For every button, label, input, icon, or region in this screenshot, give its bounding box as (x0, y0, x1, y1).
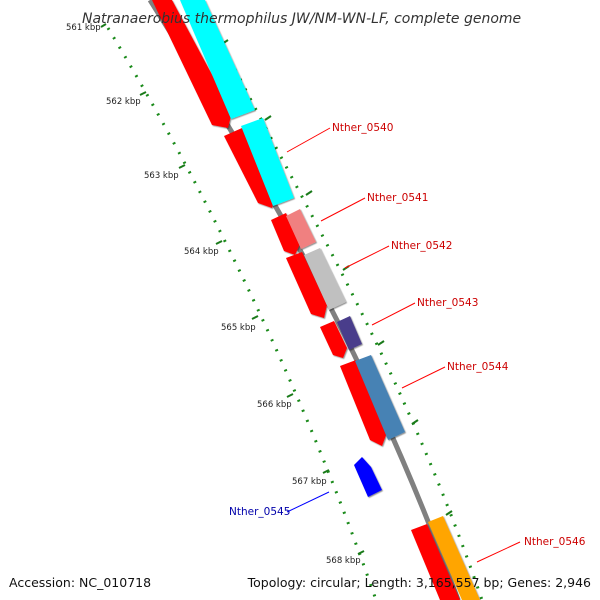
leader-nther-0544 (401, 366, 446, 389)
ruler-tick (322, 469, 330, 474)
tick-label: 568 kbp (326, 556, 361, 566)
outer-tick (445, 510, 453, 516)
ruler-tick (357, 550, 365, 555)
gene-feature-nther-0540[interactable] (241, 118, 294, 206)
ruler-tick (100, 23, 107, 28)
gene-label-nther-0543[interactable]: Nther_0543 (417, 297, 478, 309)
gene-label-nther-0541[interactable]: Nther_0541 (367, 192, 428, 204)
tick-label: 567 kbp (292, 477, 327, 487)
cds-feature[interactable] (224, 128, 276, 208)
gene-label-nther-0545[interactable]: Nther_0545 (229, 506, 290, 518)
ruler-tick (139, 91, 147, 96)
map-title: Natranaerobius thermophilus JW/NM-WN-LF,… (82, 11, 521, 27)
cds-feature[interactable] (340, 360, 388, 446)
leader-nther-0546 (476, 541, 521, 563)
outer-tick (305, 190, 313, 196)
ruler-tick (215, 240, 223, 245)
gene-label-nther-0542[interactable]: Nther_0542 (391, 240, 452, 252)
cds-feature[interactable] (411, 524, 460, 600)
gene-feature-nther-0541[interactable] (286, 209, 316, 249)
leader-nther-0542 (344, 245, 390, 269)
gene-feature-nther-0540[interactable] (180, 0, 255, 119)
leader-nther-0545 (286, 491, 330, 513)
leader-nther-0541 (320, 197, 366, 222)
tick-label: 566 kbp (257, 400, 292, 410)
tick-label: 565 kbp (221, 323, 256, 333)
ruler-tick (178, 164, 186, 169)
tick-label: 564 kbp (184, 247, 219, 257)
gene-label-nther-0544[interactable]: Nther_0544 (447, 361, 509, 373)
tick-label: 562 kbp (106, 97, 141, 107)
gene-feature-nther-0542[interactable] (304, 248, 346, 310)
leader-nther-0540 (286, 127, 331, 153)
gene-feature-nther-0545[interactable] (354, 457, 382, 497)
outer-ticks (221, 39, 453, 516)
tick-label: 561 kbp (66, 23, 101, 33)
leader-nther-0543 (371, 302, 416, 326)
cds-feature[interactable] (286, 252, 327, 318)
gene-feature-nther-0546[interactable] (428, 516, 480, 600)
gene-track (180, 0, 480, 600)
tick-label: 563 kbp (144, 171, 179, 181)
gene-label-nther-0540[interactable]: Nther_0540 (332, 122, 393, 134)
accession-text: Accession: NC_010718 (9, 575, 151, 590)
cds-track (152, 0, 460, 600)
ruler-tick (286, 393, 294, 398)
outer-tick (411, 419, 419, 425)
outer-tick (264, 115, 272, 121)
outer-tick (377, 340, 385, 346)
cds-feature[interactable] (271, 213, 300, 255)
cds-feature[interactable] (320, 321, 347, 358)
cds-feature[interactable] (152, 0, 232, 128)
ruler-tick (251, 315, 259, 320)
label-leaders (286, 127, 521, 563)
genome-summary-text: Topology: circular; Length: 3,165,557 bp… (247, 575, 591, 590)
gene-feature-nther-0544[interactable] (355, 355, 405, 440)
ruler-ticks (100, 23, 365, 555)
gene-feature-nther-0543[interactable] (337, 316, 362, 350)
ruler-track (106, 27, 378, 600)
gene-label-nther-0546[interactable]: Nther_0546 (524, 536, 586, 548)
